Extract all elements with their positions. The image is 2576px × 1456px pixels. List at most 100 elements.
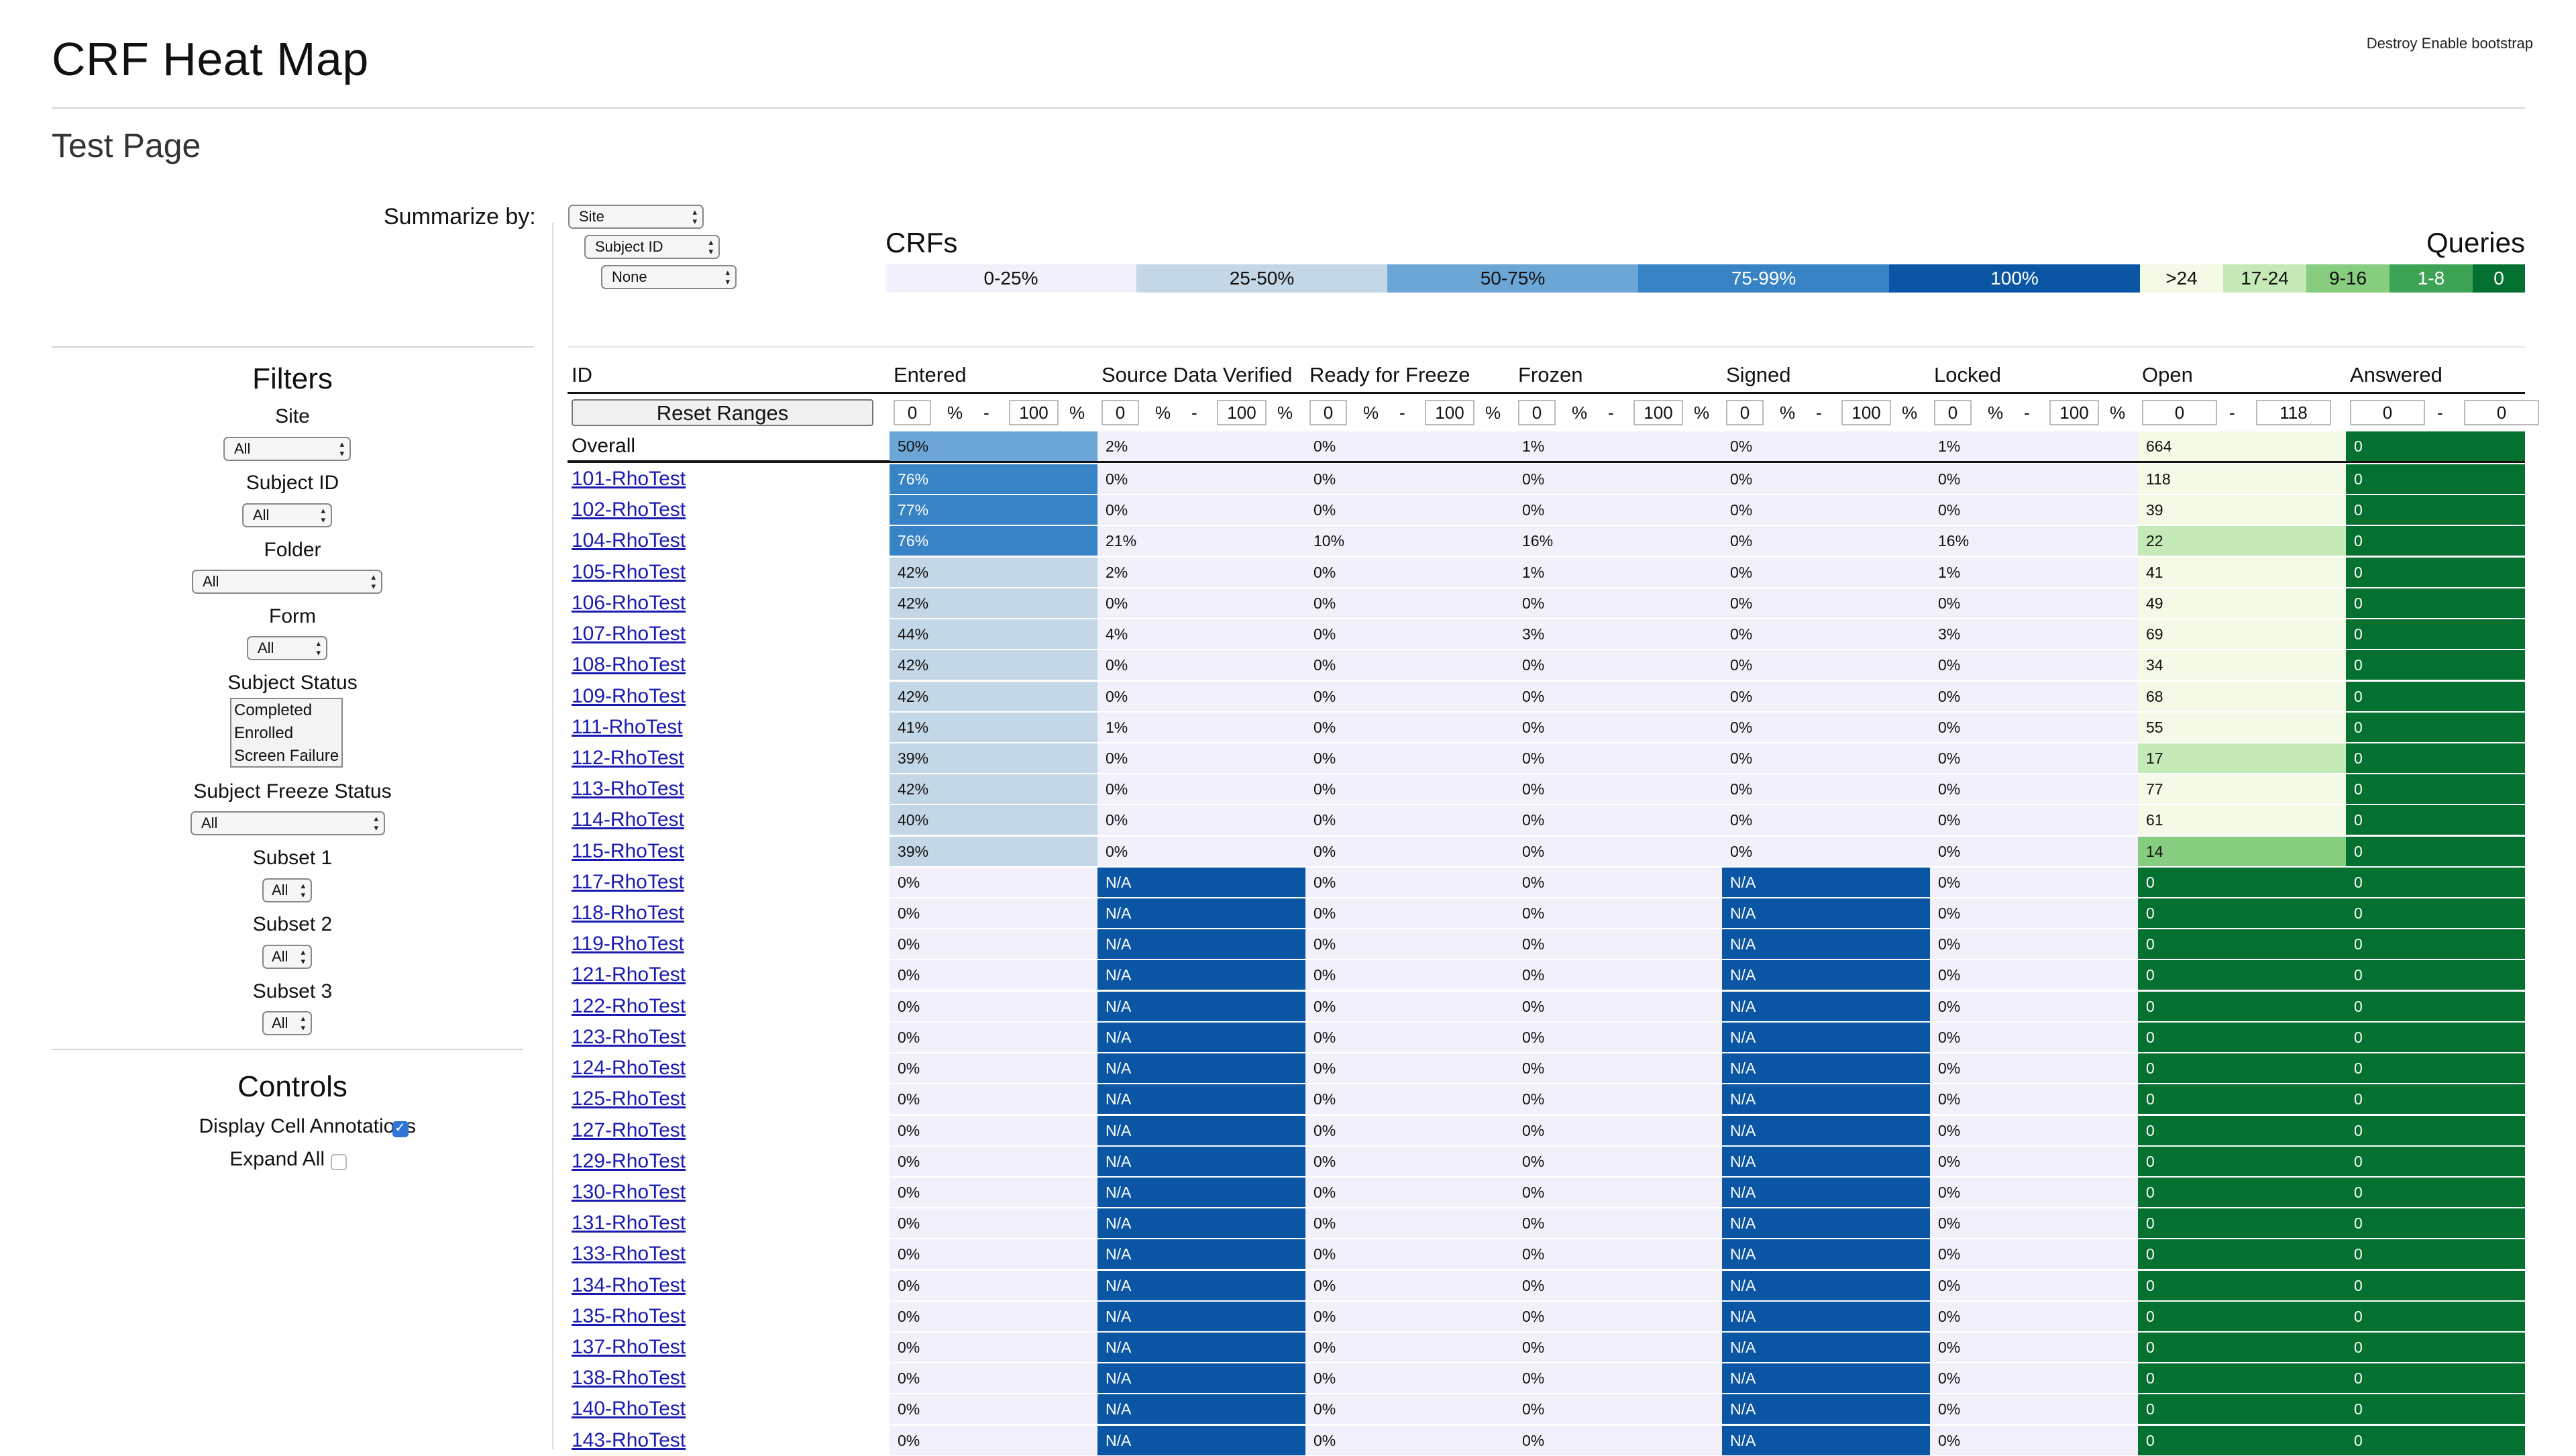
row-id[interactable]: 122-RhoTest xyxy=(572,991,686,1022)
subject-status-listbox[interactable]: Completed Enrolled Screen Failure xyxy=(230,698,343,768)
row-id[interactable]: 133-RhoTest xyxy=(572,1239,686,1269)
range-max-input[interactable]: 100 xyxy=(1217,400,1267,425)
expand-all-checkbox[interactable] xyxy=(331,1154,347,1170)
row-id[interactable]: 108-RhoTest xyxy=(572,649,686,680)
range-max-input[interactable]: 100 xyxy=(1009,400,1059,425)
summarize-level1-select[interactable]: Site xyxy=(568,205,704,229)
col-header-sdv[interactable]: Source Data Verified xyxy=(1102,363,1293,386)
col-header-entered[interactable]: Entered xyxy=(894,363,967,386)
subset2-select[interactable]: All xyxy=(262,945,312,969)
subject-link[interactable]: 115-RhoTest xyxy=(572,840,684,862)
enable-bootstrap-link[interactable]: Enable bootstrap xyxy=(2421,35,2533,52)
subject-link[interactable]: 140-RhoTest xyxy=(572,1398,686,1420)
subject-link[interactable]: 102-RhoTest xyxy=(572,499,686,521)
subject-link[interactable]: 111-RhoTest xyxy=(572,716,683,738)
subject-link[interactable]: 138-RhoTest xyxy=(572,1367,686,1389)
range-min-input[interactable]: 0 xyxy=(1309,400,1347,425)
reset-ranges-button[interactable]: Reset Ranges xyxy=(572,399,873,426)
subject-link[interactable]: 130-RhoTest xyxy=(572,1181,686,1203)
col-header-open[interactable]: Open xyxy=(2142,363,2193,386)
subject-link[interactable]: 135-RhoTest xyxy=(572,1305,686,1327)
range-min-input[interactable]: 0 xyxy=(1934,400,1972,425)
row-id[interactable]: 101-RhoTest xyxy=(572,464,686,495)
subject-link[interactable]: 129-RhoTest xyxy=(572,1150,686,1172)
subject-link[interactable]: 108-RhoTest xyxy=(572,654,686,676)
subject-link[interactable]: 112-RhoTest xyxy=(572,747,684,769)
subject-link[interactable]: 109-RhoTest xyxy=(572,685,686,707)
row-id[interactable]: 106-RhoTest xyxy=(572,588,686,619)
row-id[interactable]: 127-RhoTest xyxy=(572,1115,686,1146)
subject-link[interactable]: 106-RhoTest xyxy=(572,592,686,614)
subject-link[interactable]: 143-RhoTest xyxy=(572,1429,686,1451)
col-header-frozen[interactable]: Frozen xyxy=(1518,363,1583,386)
subset1-select[interactable]: All xyxy=(262,878,312,902)
subject-link[interactable]: 123-RhoTest xyxy=(572,1026,686,1048)
subject-link[interactable]: 134-RhoTest xyxy=(572,1274,686,1296)
row-id[interactable]: 119-RhoTest xyxy=(572,929,684,959)
range-max-input[interactable]: 100 xyxy=(1841,400,1891,425)
row-id[interactable]: 121-RhoTest xyxy=(572,959,686,990)
subject-link[interactable]: 113-RhoTest xyxy=(572,778,684,800)
subject-link[interactable]: 117-RhoTest xyxy=(572,871,684,893)
row-id[interactable]: 140-RhoTest xyxy=(572,1394,686,1424)
col-header-id[interactable]: ID xyxy=(572,363,592,386)
annotations-checkbox[interactable] xyxy=(392,1119,409,1137)
row-id[interactable]: 107-RhoTest xyxy=(572,619,686,649)
query-range-min-input[interactable]: 0 xyxy=(2350,400,2425,425)
subject-link[interactable]: 119-RhoTest xyxy=(572,933,684,955)
subject-link[interactable]: 104-RhoTest xyxy=(572,529,686,552)
row-id[interactable]: 102-RhoTest xyxy=(572,495,686,525)
row-id[interactable]: 109-RhoTest xyxy=(572,681,686,712)
subject-link[interactable]: 133-RhoTest xyxy=(572,1243,686,1265)
query-range-max-input[interactable]: 118 xyxy=(2256,400,2331,425)
subject-link[interactable]: 121-RhoTest xyxy=(572,964,686,986)
row-id[interactable]: 130-RhoTest xyxy=(572,1177,686,1208)
row-id[interactable]: 123-RhoTest xyxy=(572,1022,686,1053)
subset3-select[interactable]: All xyxy=(262,1011,312,1035)
row-id[interactable]: 137-RhoTest xyxy=(572,1332,686,1363)
row-id[interactable]: 117-RhoTest xyxy=(572,867,684,898)
status-option[interactable]: Completed xyxy=(234,701,313,719)
col-header-locked[interactable]: Locked xyxy=(1934,363,2001,386)
row-id[interactable]: 129-RhoTest xyxy=(572,1146,686,1177)
row-id[interactable]: 143-RhoTest xyxy=(572,1425,686,1456)
row-id[interactable]: 105-RhoTest xyxy=(572,557,686,588)
subject-link[interactable]: 105-RhoTest xyxy=(572,561,686,583)
row-id[interactable]: 124-RhoTest xyxy=(572,1053,686,1084)
col-header-signed[interactable]: Signed xyxy=(1726,363,1791,386)
subject-link[interactable]: 114-RhoTest xyxy=(572,809,684,831)
row-id[interactable]: 138-RhoTest xyxy=(572,1363,686,1394)
freeze-status-select[interactable]: All xyxy=(191,811,385,835)
range-min-input[interactable]: 0 xyxy=(1518,400,1556,425)
subject-link[interactable]: 131-RhoTest xyxy=(572,1212,686,1234)
range-min-input[interactable]: 0 xyxy=(1726,400,1764,425)
subject-link[interactable]: 122-RhoTest xyxy=(572,995,686,1017)
subject-link[interactable]: 101-RhoTest xyxy=(572,468,686,490)
range-max-input[interactable]: 100 xyxy=(1633,400,1683,425)
subject-link[interactable]: 124-RhoTest xyxy=(572,1057,686,1079)
status-option[interactable]: Enrolled xyxy=(234,724,294,742)
summarize-level3-select[interactable]: None xyxy=(601,265,737,289)
range-max-input[interactable]: 100 xyxy=(1425,400,1474,425)
row-id[interactable]: 115-RhoTest xyxy=(572,836,684,867)
row-id[interactable]: 118-RhoTest xyxy=(572,898,684,929)
subject-link[interactable]: 107-RhoTest xyxy=(572,623,686,645)
row-id[interactable]: 114-RhoTest xyxy=(572,804,684,835)
destroy-link[interactable]: Destroy xyxy=(2366,35,2418,52)
subject-filter-select[interactable]: All xyxy=(242,503,332,527)
query-range-max-input[interactable]: 0 xyxy=(2464,400,2539,425)
summarize-level2-select[interactable]: Subject ID xyxy=(584,235,720,259)
folder-filter-select[interactable]: All xyxy=(192,570,382,594)
row-id[interactable]: 134-RhoTest xyxy=(572,1270,686,1301)
subject-link[interactable]: 137-RhoTest xyxy=(572,1336,686,1358)
row-id[interactable]: 113-RhoTest xyxy=(572,774,684,804)
range-min-input[interactable]: 0 xyxy=(894,400,931,425)
range-max-input[interactable]: 100 xyxy=(2049,400,2099,425)
subject-link[interactable]: 125-RhoTest xyxy=(572,1088,686,1110)
row-id[interactable]: 112-RhoTest xyxy=(572,743,684,774)
row-id[interactable]: 111-RhoTest xyxy=(572,712,683,743)
range-min-input[interactable]: 0 xyxy=(1102,400,1139,425)
query-range-min-input[interactable]: 0 xyxy=(2142,400,2217,425)
row-id[interactable]: 125-RhoTest xyxy=(572,1084,686,1114)
col-header-ready-freeze[interactable]: Ready for Freeze xyxy=(1309,363,1470,386)
